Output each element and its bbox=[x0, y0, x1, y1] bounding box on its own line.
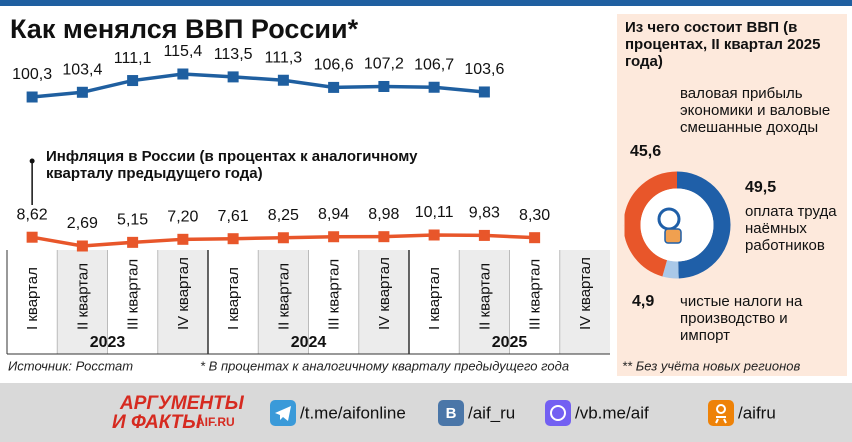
pie-label: оплата труда наёмных работников bbox=[745, 203, 837, 254]
data-label: 8,30 bbox=[519, 207, 550, 224]
column-band bbox=[459, 250, 510, 354]
column-band bbox=[258, 250, 309, 354]
data-point bbox=[227, 233, 239, 245]
link[interactable]: /aifru bbox=[738, 403, 776, 422]
data-label: 7,20 bbox=[167, 209, 198, 226]
data-label: 100,3 bbox=[12, 66, 52, 83]
x-tick-label: III квартал bbox=[125, 259, 142, 330]
data-point bbox=[177, 68, 189, 80]
data-label: 107,2 bbox=[364, 56, 404, 73]
viber-icon bbox=[545, 400, 571, 426]
logo: АРГУМЕНТЫ bbox=[119, 393, 245, 414]
data-label: 9,83 bbox=[469, 205, 500, 222]
data-label: 8,25 bbox=[268, 207, 299, 224]
series-line bbox=[31, 72, 485, 99]
ok-glyph bbox=[716, 404, 726, 414]
x-tick-label: II квартал bbox=[275, 263, 292, 330]
data-label: 8,62 bbox=[17, 206, 48, 223]
logo: AIF.RU bbox=[196, 415, 235, 429]
pie-slice bbox=[662, 260, 679, 279]
data-point bbox=[478, 86, 490, 98]
data-label: 5,15 bbox=[117, 212, 148, 229]
data-label: 8,98 bbox=[368, 206, 399, 223]
data-point bbox=[76, 240, 88, 252]
data-label: 111,3 bbox=[265, 49, 303, 66]
data-label: 106,7 bbox=[414, 56, 454, 73]
data-label: 111,1 bbox=[114, 50, 152, 67]
column-band bbox=[559, 250, 610, 354]
note: * В процентах к аналогичному кварталу пр… bbox=[200, 358, 569, 373]
annotation-dot bbox=[29, 158, 35, 164]
data-point bbox=[277, 232, 289, 244]
group-label: 2024 bbox=[291, 334, 327, 351]
x-tick-label: I квартал bbox=[24, 267, 41, 330]
x-tick-label: III квартал bbox=[326, 259, 343, 330]
data-point bbox=[26, 231, 38, 243]
chart-title: Как менялся ВВП России* bbox=[10, 14, 359, 44]
data-point bbox=[177, 233, 189, 245]
column-band bbox=[157, 250, 208, 354]
data-label: 106,6 bbox=[314, 57, 354, 74]
coin-stack bbox=[664, 228, 682, 244]
data-point bbox=[428, 229, 440, 241]
pie-value-label: 45,6 bbox=[630, 143, 661, 160]
x-tick-label: IV квартал bbox=[577, 257, 594, 330]
data-point bbox=[127, 236, 139, 248]
pie-slice bbox=[676, 171, 731, 279]
vk-glyph: B bbox=[446, 405, 457, 422]
data-point bbox=[277, 74, 289, 86]
x-tick-label: I квартал bbox=[426, 267, 443, 330]
x-tick-label: IV квартал bbox=[175, 257, 192, 330]
data-label: 113,5 bbox=[214, 46, 253, 63]
data-label: 115,4 bbox=[163, 43, 202, 60]
note: ** Без учёта новых регионов bbox=[622, 358, 800, 373]
group-label: 2023 bbox=[90, 334, 126, 351]
data-point bbox=[76, 86, 88, 98]
column-band bbox=[57, 250, 108, 354]
ok-glyph bbox=[715, 416, 727, 424]
x-tick-label: IV квартал bbox=[376, 257, 393, 330]
data-label: 10,11 bbox=[415, 204, 454, 221]
note: Источник: Росстат bbox=[8, 358, 133, 373]
top-bar bbox=[0, 0, 852, 6]
logo: И ФАКТЫ bbox=[112, 412, 202, 433]
data-point bbox=[328, 231, 340, 243]
pie-label: чистые налоги на производство и импорт bbox=[680, 293, 803, 344]
series-label: Инфляция в России (в процентах к аналоги… bbox=[46, 148, 418, 182]
data-point bbox=[478, 229, 490, 241]
link[interactable]: /aif_ru bbox=[468, 403, 515, 422]
x-tick-label: II квартал bbox=[74, 263, 91, 330]
group-label: 2025 bbox=[492, 334, 528, 351]
pie-label: валовая прибыль экономики и валовые смеш… bbox=[680, 85, 831, 136]
data-point bbox=[378, 80, 390, 92]
x-tick-label: I квартал bbox=[225, 267, 242, 330]
data-point bbox=[378, 231, 390, 243]
column-band bbox=[358, 250, 409, 354]
x-tick-label: II квартал bbox=[476, 263, 493, 330]
data-label: 2,69 bbox=[67, 215, 98, 232]
data-point bbox=[227, 71, 239, 83]
pie-value-label: 49,5 bbox=[745, 179, 776, 196]
data-label: 7,61 bbox=[218, 208, 249, 225]
data-point bbox=[127, 75, 139, 87]
link[interactable]: /vb.me/aif bbox=[575, 403, 649, 422]
pie-value-label: 4,9 bbox=[632, 293, 654, 310]
x-tick-label: III квартал bbox=[527, 259, 544, 330]
data-label: 103,6 bbox=[464, 61, 504, 78]
data-point bbox=[529, 232, 541, 244]
data-point bbox=[26, 91, 38, 103]
telegram-glyph bbox=[275, 406, 291, 421]
data-point bbox=[428, 81, 440, 93]
data-point bbox=[328, 81, 340, 93]
viber-glyph bbox=[550, 405, 566, 421]
link[interactable]: /t.me/aifonline bbox=[300, 403, 406, 422]
data-label: 103,4 bbox=[62, 61, 102, 78]
pie-slice bbox=[623, 171, 678, 277]
pie-title: Из чего состоит ВВП (в процентах, II ква… bbox=[625, 19, 821, 70]
vk-icon bbox=[438, 400, 464, 426]
data-label: 8,94 bbox=[318, 206, 349, 223]
